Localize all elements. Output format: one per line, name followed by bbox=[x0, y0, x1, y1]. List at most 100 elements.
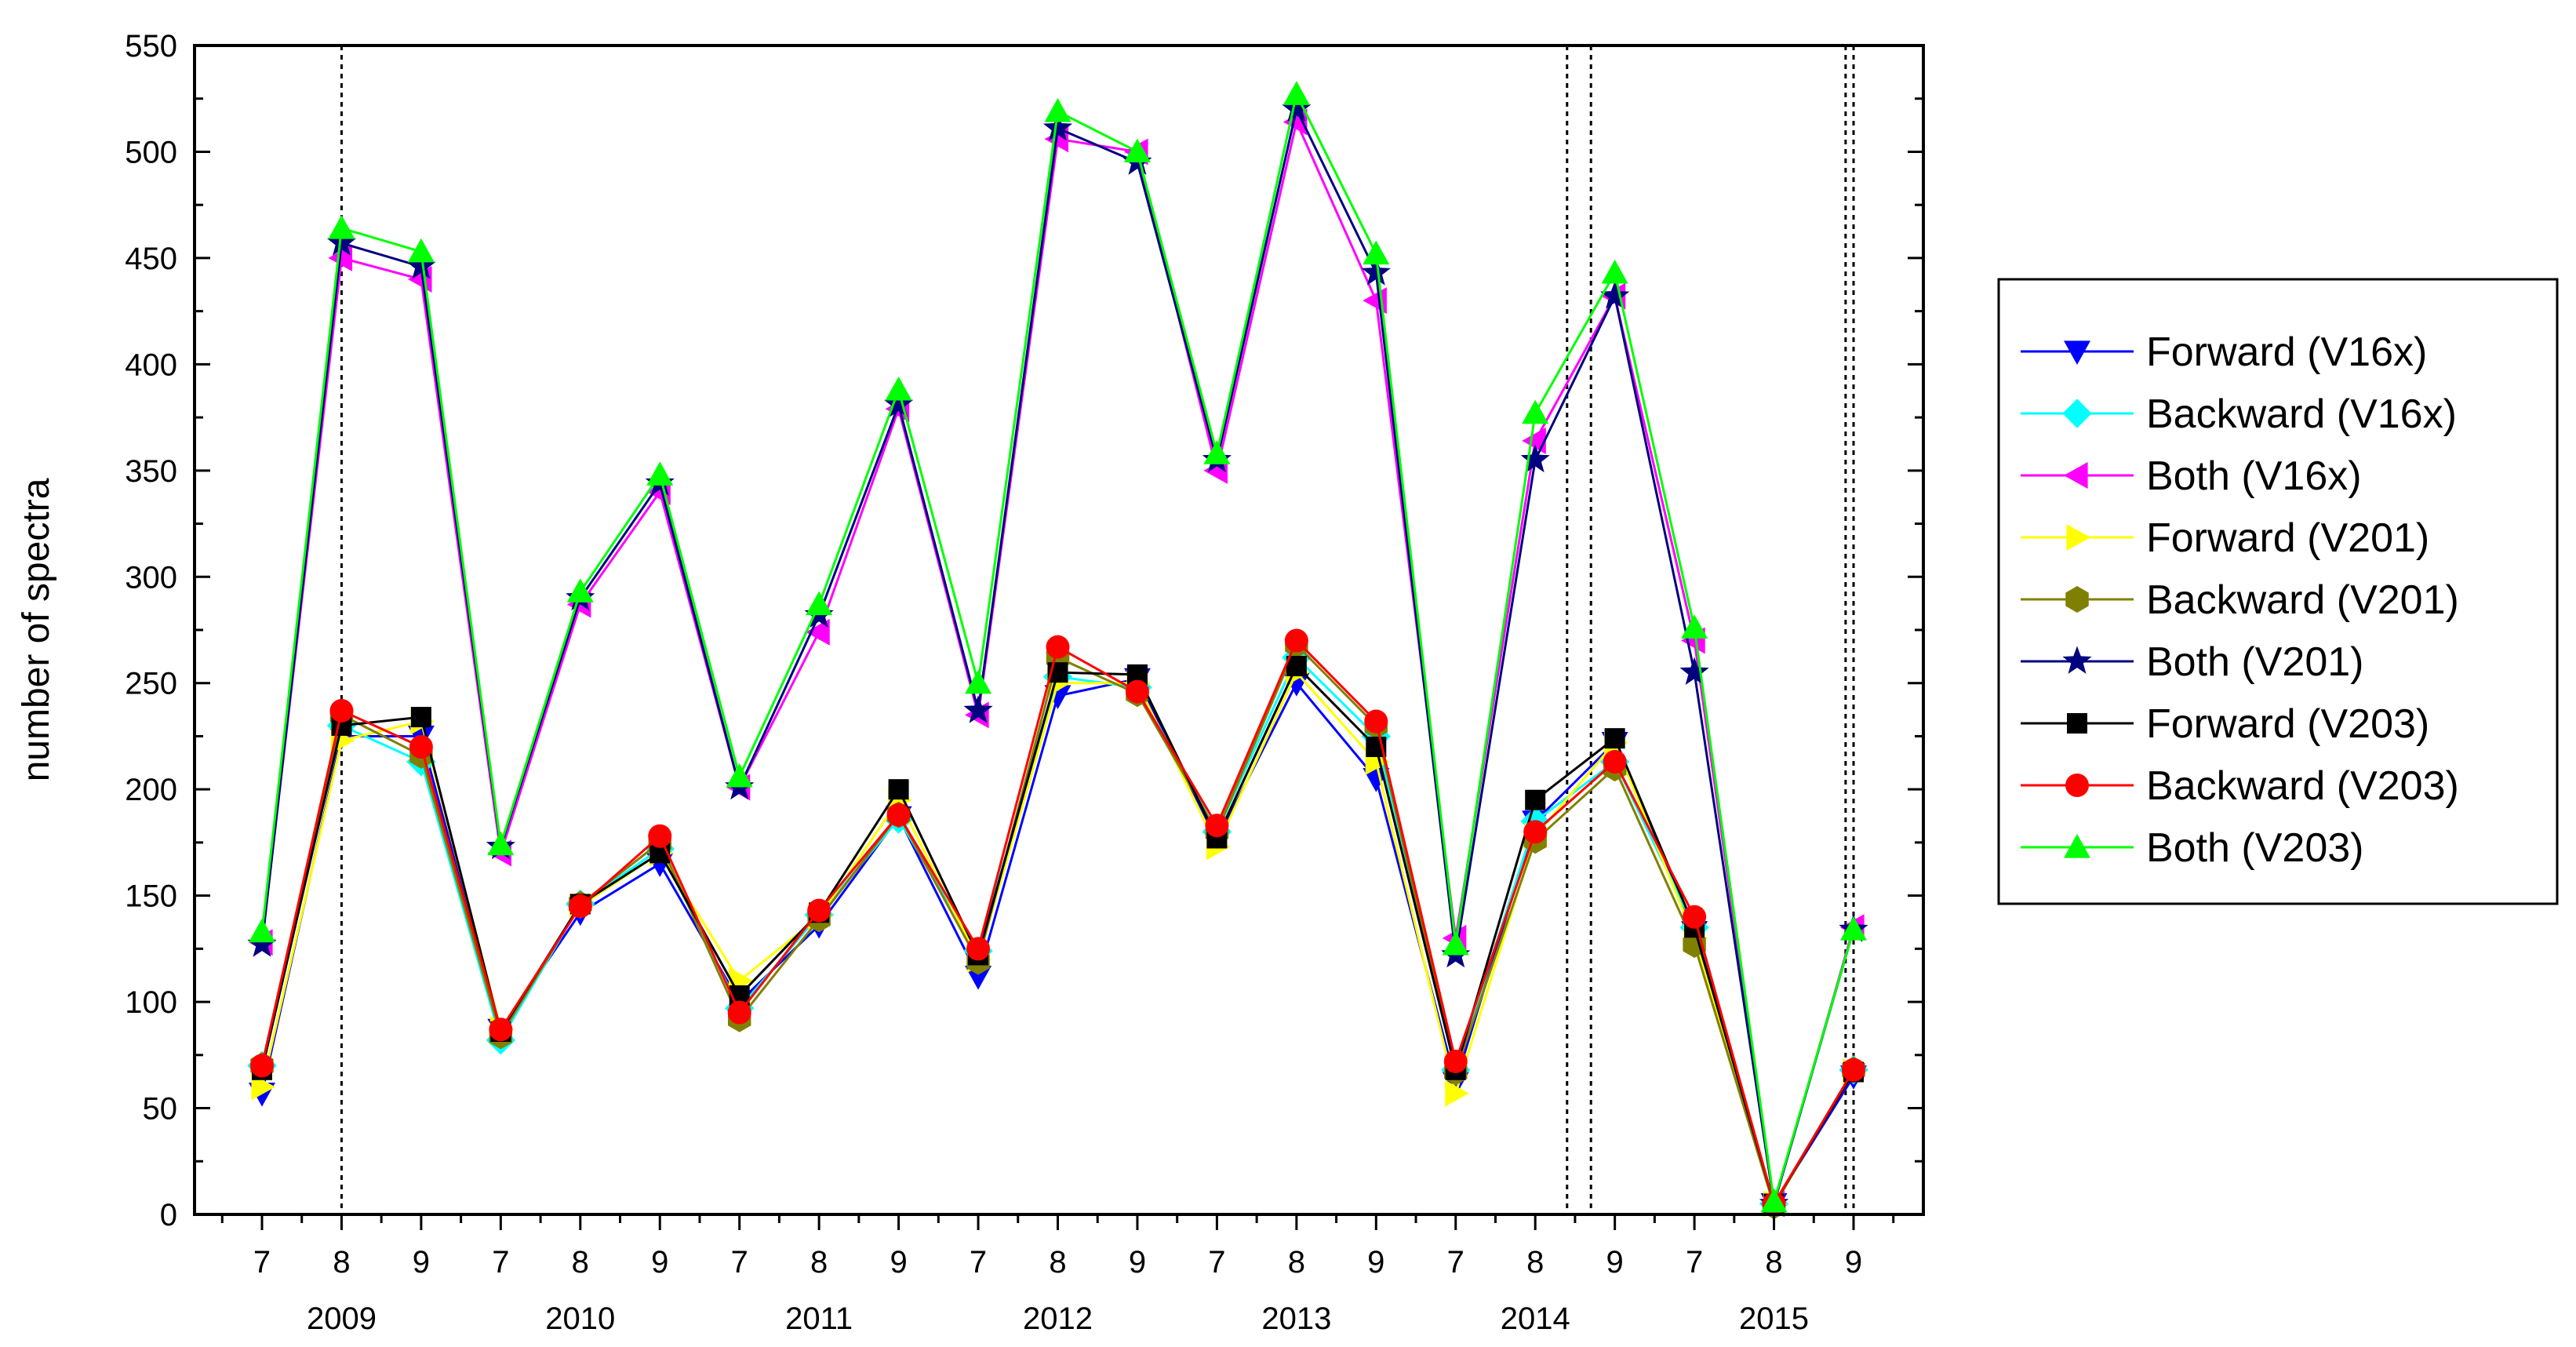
x-tick-label: 9 bbox=[1367, 1245, 1384, 1280]
legend-label: Both (V201) bbox=[2146, 639, 2364, 685]
data-point bbox=[406, 251, 436, 279]
data-point bbox=[807, 898, 831, 923]
y-tick-label: 0 bbox=[160, 1198, 177, 1232]
data-point bbox=[1125, 679, 1149, 704]
axes: 0 50 100 150 200 250 300 350 400 450 500 550 7 8 9 7 8 9 7… bbox=[16, 29, 1925, 1336]
data-point bbox=[1205, 814, 1229, 838]
y-tick-label: 300 bbox=[125, 560, 177, 595]
x-tick-label: 9 bbox=[1129, 1245, 1146, 1280]
series-1 bbox=[249, 668, 1867, 1218]
data-point bbox=[885, 376, 912, 401]
y-tick-label: 100 bbox=[125, 985, 177, 1020]
data-point bbox=[1042, 113, 1073, 141]
x-tick-label: 7 bbox=[1208, 1245, 1225, 1280]
data-point bbox=[407, 238, 435, 263]
data-point bbox=[326, 228, 357, 256]
legend-item: Backward (V203) bbox=[2021, 763, 2459, 809]
data-point bbox=[1284, 628, 1308, 653]
data-point bbox=[1442, 930, 1469, 956]
legend-item: Backward (V201) bbox=[2021, 577, 2459, 623]
data-point bbox=[646, 461, 674, 486]
legend-marker bbox=[2066, 524, 2090, 551]
data-point bbox=[1203, 440, 1231, 464]
data-point bbox=[410, 707, 431, 728]
data-point bbox=[1681, 614, 1708, 639]
y-tick-label: 250 bbox=[125, 667, 177, 701]
y-tick-label: 500 bbox=[125, 135, 177, 169]
legend-item: Both (V16x) bbox=[2021, 453, 2362, 499]
legend-label: Forward (V201) bbox=[2146, 515, 2429, 561]
year-label: 2015 bbox=[1739, 1301, 1809, 1336]
data-point bbox=[886, 803, 911, 827]
x-tick-label: 9 bbox=[651, 1245, 668, 1280]
data-point bbox=[806, 591, 833, 616]
data-point bbox=[247, 929, 277, 957]
data-point bbox=[1600, 281, 1630, 309]
x-tick-label: 8 bbox=[572, 1245, 589, 1280]
legend-item: Forward (V201) bbox=[2021, 515, 2429, 561]
legend-label: Backward (V201) bbox=[2146, 577, 2459, 623]
legend-label: Backward (V203) bbox=[2146, 763, 2459, 809]
data-point bbox=[409, 735, 433, 759]
year-label: 2012 bbox=[1023, 1301, 1093, 1336]
data-point bbox=[965, 669, 992, 694]
data-point bbox=[1523, 820, 1548, 844]
year-label: 2009 bbox=[307, 1301, 377, 1336]
legend-label: Forward (V16x) bbox=[2146, 329, 2427, 375]
legend-label: Forward (V203) bbox=[2146, 701, 2429, 747]
data-point bbox=[1679, 657, 1709, 685]
data-point bbox=[1361, 257, 1391, 286]
data-point bbox=[250, 1054, 274, 1078]
y-tick-label: 400 bbox=[125, 348, 177, 382]
data-point bbox=[1364, 709, 1388, 734]
y-tick-label: 200 bbox=[125, 773, 177, 807]
x-tick-label: 8 bbox=[333, 1245, 350, 1280]
data-point bbox=[487, 831, 515, 856]
data-point bbox=[726, 763, 753, 788]
legend-marker bbox=[2065, 586, 2089, 613]
data-point bbox=[1363, 240, 1390, 265]
series-7 bbox=[252, 656, 1864, 1214]
data-point bbox=[1443, 1049, 1468, 1073]
data-point bbox=[965, 965, 992, 990]
data-point bbox=[888, 779, 909, 800]
y-tick-label: 550 bbox=[125, 29, 177, 64]
year-label: 2013 bbox=[1261, 1301, 1331, 1336]
data-point bbox=[1604, 728, 1625, 749]
x-tick-label: 9 bbox=[890, 1245, 907, 1280]
data-point bbox=[1840, 916, 1867, 941]
data-point bbox=[966, 937, 991, 961]
data-point bbox=[329, 698, 354, 723]
plot-frame bbox=[193, 44, 1925, 1216]
legend-item: Forward (V203) bbox=[2021, 701, 2429, 747]
series-5 bbox=[250, 631, 1865, 1220]
y-tick-label: 50 bbox=[143, 1092, 178, 1127]
legend-label: Both (V16x) bbox=[2146, 453, 2362, 499]
data-point bbox=[489, 1018, 513, 1042]
series-8 bbox=[250, 628, 1865, 1216]
x-tick-label: 8 bbox=[1288, 1245, 1305, 1280]
data-point bbox=[727, 1000, 751, 1025]
data-point bbox=[1760, 1188, 1788, 1213]
x-tick-label: 9 bbox=[1845, 1245, 1862, 1280]
x-tick-label: 7 bbox=[492, 1245, 509, 1280]
x-tick-label: 8 bbox=[810, 1245, 828, 1280]
data-point bbox=[884, 389, 914, 417]
data-point bbox=[806, 618, 830, 646]
data-point bbox=[566, 578, 594, 603]
data-point bbox=[1603, 749, 1627, 774]
series-9 bbox=[249, 81, 1867, 1213]
legend-label: Backward (V16x) bbox=[2146, 391, 2457, 437]
x-tick-label: 8 bbox=[1765, 1245, 1782, 1280]
data-point bbox=[963, 695, 993, 723]
data-point bbox=[568, 894, 592, 919]
legend-marker bbox=[2064, 462, 2088, 489]
y-tick-label: 350 bbox=[125, 454, 177, 489]
legend-item: Forward (V16x) bbox=[2021, 329, 2427, 375]
legend: Forward (V16x) Backward (V16x) Both (V16x)… bbox=[1997, 278, 2559, 905]
x-tick-label: 7 bbox=[1447, 1245, 1464, 1280]
x-tick-label: 9 bbox=[413, 1245, 430, 1280]
data-point bbox=[1842, 1058, 1865, 1082]
legend-item: Both (V203) bbox=[2021, 825, 2364, 871]
